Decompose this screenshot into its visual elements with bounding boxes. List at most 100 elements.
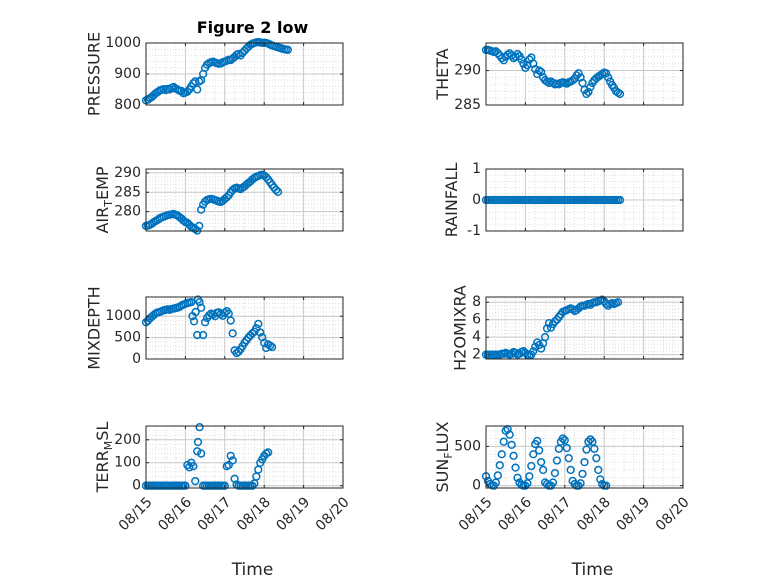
data-point [193, 437, 203, 447]
y-tick-label: 0 [472, 478, 481, 494]
axes-frame [145, 425, 344, 489]
data-point [197, 205, 206, 214]
data-point [615, 195, 625, 205]
y-axis-label: AIRTEMP [93, 166, 115, 233]
x-axis-label: Time [571, 560, 614, 580]
data-point [540, 333, 550, 342]
data-point [580, 457, 589, 467]
data-point [513, 49, 522, 59]
y-tick-label: 900 [114, 66, 141, 82]
data-point [586, 435, 595, 444]
y-axis-label: THETA [433, 48, 452, 100]
data-point [189, 462, 198, 471]
data-point [183, 87, 192, 96]
data-point [509, 451, 518, 460]
data-point [189, 317, 199, 326]
data-point [271, 185, 281, 195]
data-point [273, 187, 283, 197]
y-tick-label: 500 [454, 438, 481, 454]
y-tick-label: 0 [132, 478, 141, 494]
y-tick-label: 290 [114, 165, 141, 181]
y-axis-label: PRESSURE [85, 32, 104, 116]
data-point [177, 86, 186, 96]
data-point [493, 49, 502, 58]
data-point [572, 71, 581, 80]
x-tick-label: 08/16 [155, 494, 195, 534]
data-point [568, 305, 577, 314]
axes-frame [485, 296, 684, 360]
data-point [521, 481, 530, 490]
x-tick-label: 08/17 [535, 494, 575, 534]
x-axis-label: Time [231, 560, 274, 580]
data-point [507, 440, 516, 449]
y-axis-label: RAINFALL [442, 163, 461, 238]
axes-frame [485, 42, 684, 106]
y-tick-label: 285 [454, 97, 481, 113]
data-point [582, 445, 591, 454]
data-point [220, 308, 229, 317]
data-point [586, 82, 595, 92]
data-point [558, 434, 567, 443]
y-tick-label: 100 [114, 455, 141, 471]
y-axis-label: MIXDEPTH [85, 286, 104, 369]
data-point [507, 349, 516, 358]
x-tick-label: 08/16 [495, 494, 535, 534]
data-point [228, 329, 237, 338]
y-tick-label: 1 [472, 161, 481, 177]
axes-frame [485, 425, 684, 489]
data-point [584, 437, 593, 446]
x-tick-label: 08/20 [313, 494, 353, 534]
data-point [578, 469, 587, 479]
data-point [529, 450, 538, 459]
data-point [560, 435, 569, 445]
data-point [602, 69, 611, 78]
data-point [594, 465, 603, 475]
data-point [283, 45, 292, 54]
data-point [195, 423, 204, 432]
data-point [535, 446, 544, 455]
data-point [537, 457, 546, 467]
data-point [533, 436, 542, 446]
data-point [511, 463, 520, 472]
data-point [195, 297, 204, 307]
y-tick-label: 8 [472, 294, 481, 310]
data-point [495, 461, 504, 470]
data-point [226, 451, 235, 461]
data-point [497, 450, 506, 459]
data-point [574, 69, 583, 78]
plot-title: Figure 2 low [197, 18, 309, 37]
data-point [197, 303, 206, 312]
y-tick-label: 1000 [105, 308, 141, 324]
y-tick-label: 280 [114, 204, 141, 220]
data-point [582, 89, 591, 99]
data-point [613, 298, 623, 307]
data-point [493, 471, 502, 480]
data-point [548, 478, 558, 487]
data-point [187, 297, 196, 307]
data-point [267, 342, 277, 352]
data-point [529, 346, 538, 356]
data-point [195, 221, 204, 231]
y-tick-label: 1000 [105, 35, 141, 51]
data-point [588, 437, 597, 446]
y-tick-label: 4 [472, 329, 481, 345]
data-point [204, 311, 214, 320]
data-point [181, 481, 190, 490]
data-point [570, 479, 579, 489]
data-point [491, 478, 501, 487]
y-tick-label: 2 [472, 347, 481, 363]
y-tick-label: 285 [114, 184, 141, 200]
data-point [576, 479, 585, 488]
x-tick-label: 08/19 [613, 494, 653, 534]
data-point [538, 465, 548, 475]
y-axis-label: TERRMSL [93, 422, 115, 494]
data-point [564, 454, 573, 463]
y-tick-label: -1 [467, 223, 481, 239]
data-point [220, 481, 229, 490]
data-point [193, 330, 202, 340]
data-point [615, 89, 625, 99]
